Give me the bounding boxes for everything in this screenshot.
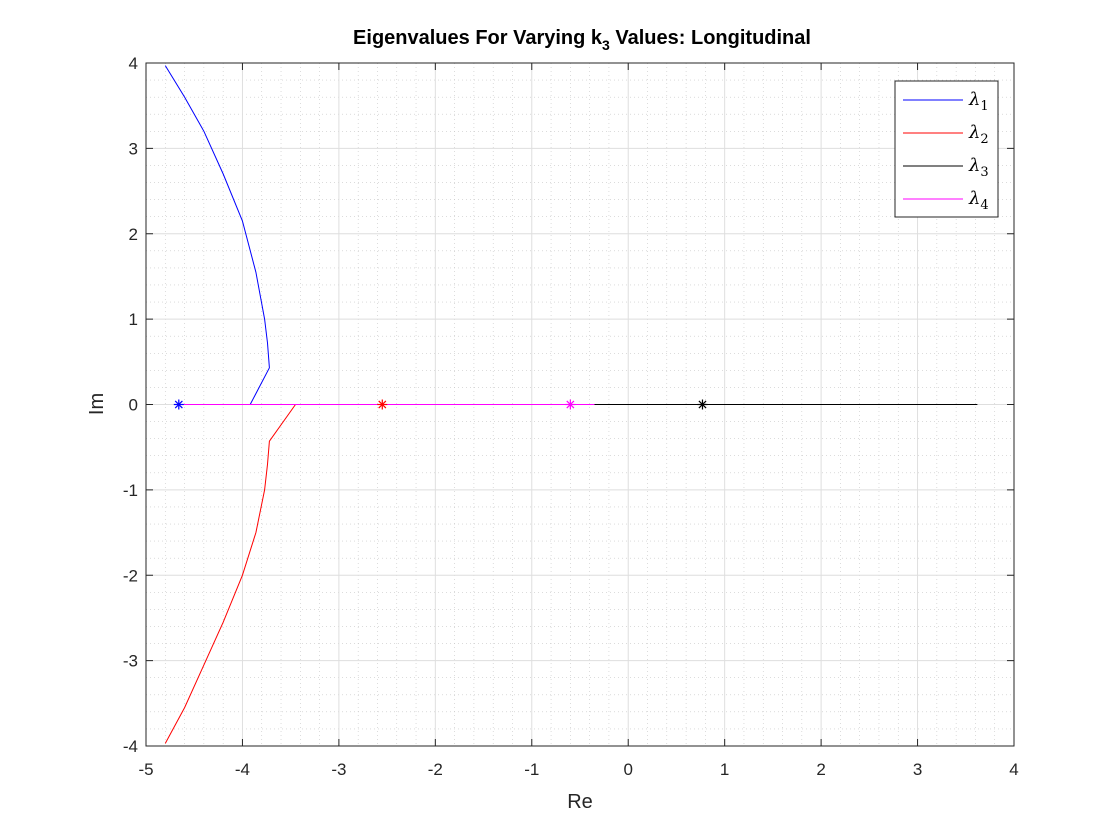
legend-box [894, 80, 999, 218]
series-marker-4 [565, 399, 576, 410]
x-tick-label: -1 [524, 760, 539, 779]
y-tick-label: -2 [123, 566, 138, 585]
x-tick-label: 1 [720, 760, 729, 779]
legend-label-3: λ3 [968, 155, 989, 180]
y-tick-label: 3 [129, 139, 138, 158]
x-tick-label: -2 [428, 760, 443, 779]
legend-label-1: λ1 [968, 89, 989, 114]
x-tick-label: 0 [623, 760, 632, 779]
x-tick-label: 4 [1009, 760, 1018, 779]
x-tick-label: -4 [235, 760, 250, 779]
chart-title: Eigenvalues For Varying k3 Values: Longi… [353, 27, 811, 53]
x-tick-label: -3 [331, 760, 346, 779]
y-tick-label: -1 [123, 481, 138, 500]
y-tick-label: 1 [129, 310, 138, 329]
x-axis-ticks: -5 -4 -3 -2 -1 0 1 2 3 4 [138, 63, 1019, 779]
legend-label-2: λ2 [968, 122, 989, 147]
y-tick-label: 2 [129, 225, 138, 244]
x-tick-label: 2 [816, 760, 825, 779]
series-layer [164, 65, 978, 744]
series-line-1 [164, 65, 270, 405]
x-tick-label: -5 [138, 760, 153, 779]
series-line-2 [164, 404, 296, 744]
legend: λ1 λ2 λ3 λ4 [894, 80, 999, 218]
y-axis-ticks: -4 -3 -2 -1 0 1 2 3 4 [123, 54, 1014, 756]
minor-grid [146, 63, 1014, 746]
legend-label-4: λ4 [968, 188, 989, 213]
y-tick-label: 4 [129, 54, 138, 73]
series-marker-1 [173, 399, 184, 410]
x-tick-label: 3 [913, 760, 922, 779]
series-marker-3 [697, 399, 708, 410]
y-axis-label: Im [86, 393, 108, 415]
y-tick-label: -4 [123, 737, 138, 756]
series-marker-2 [377, 399, 388, 410]
x-axis-label: Re [567, 791, 593, 813]
y-tick-label: 0 [129, 396, 138, 415]
y-tick-label: -3 [123, 652, 138, 671]
